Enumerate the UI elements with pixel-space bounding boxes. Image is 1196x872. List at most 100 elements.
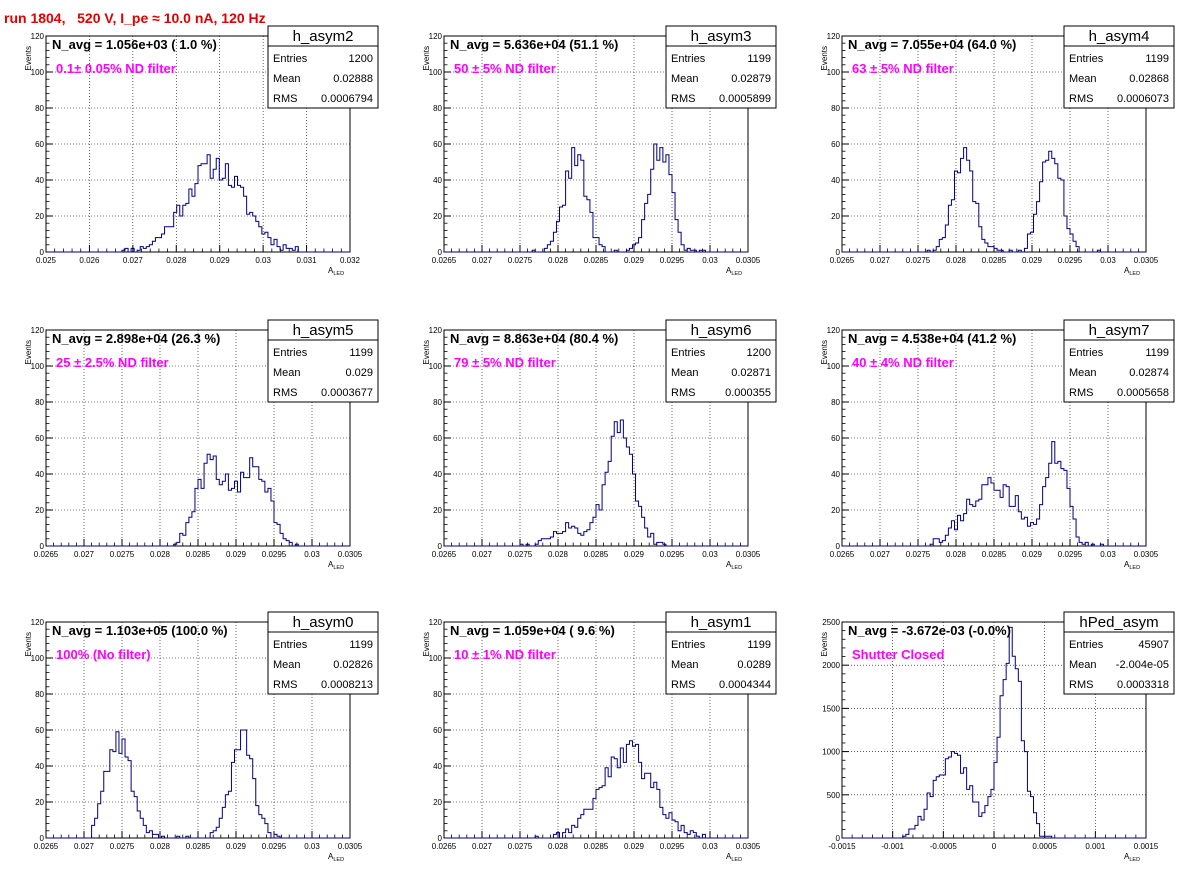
stats-box xyxy=(665,45,777,109)
stat-value-entries: 1200 xyxy=(747,347,771,359)
filter-annotation: 0.1± 0.05% ND filter xyxy=(56,61,176,76)
y-tick-label: 100 xyxy=(31,362,45,371)
x-tick-label: 0.0275 xyxy=(110,842,135,851)
stat-key-rms: RMS xyxy=(1069,387,1093,399)
x-tick-label: 0.0275 xyxy=(508,842,533,851)
x-tick-label: 0.0285 xyxy=(584,842,609,851)
x-axis-label: ALED xyxy=(1124,560,1140,571)
y-axis-label: Events xyxy=(820,46,829,70)
y-tick-label: 0 xyxy=(438,248,443,257)
x-tick-label: 0.029 xyxy=(624,550,645,559)
y-tick-label: 60 xyxy=(831,434,840,443)
x-tick-label: 0.0265 xyxy=(432,256,457,265)
histogram-panel-h_asym3: 0.0265 0.027 0.0275 0.028 0.0285 0.029 0.0295 0… xyxy=(422,25,777,277)
stat-value-mean: 0.02879 xyxy=(731,73,771,85)
y-tick-label: 120 xyxy=(429,326,443,335)
stat-value-mean: 0.0289 xyxy=(737,659,771,671)
histogram-name: h_asym5 xyxy=(293,322,354,339)
x-tick-label: 0.001 xyxy=(1085,842,1106,851)
x-axis-label-subscript: LED xyxy=(333,565,344,571)
x-tick-label: 0.029 xyxy=(226,550,247,559)
x-tick-label: 0.0275 xyxy=(906,550,931,559)
stats-box xyxy=(1063,45,1175,109)
filter-annotation: Shutter Closed xyxy=(852,647,945,662)
x-tick-label: 0.032 xyxy=(340,256,361,265)
y-tick-label: 60 xyxy=(35,434,44,443)
x-tick-label: 0.028 xyxy=(166,256,187,265)
x-axis-label: ALED xyxy=(726,266,742,277)
y-tick-label: 40 xyxy=(35,762,44,771)
stat-value-entries: 1199 xyxy=(1145,347,1169,359)
x-tick-label: 0.0285 xyxy=(584,550,609,559)
stat-value-mean: 0.02888 xyxy=(333,73,373,85)
x-tick-label: 0.0015 xyxy=(1134,842,1159,851)
filter-annotation: 10 ± 1% ND filter xyxy=(454,647,556,662)
y-tick-label: 20 xyxy=(433,212,442,221)
y-tick-label: 0 xyxy=(836,542,841,551)
stat-key-mean: Mean xyxy=(671,659,699,671)
y-tick-label: 100 xyxy=(429,654,443,663)
stat-key-entries: Entries xyxy=(1069,347,1104,359)
y-tick-label: 120 xyxy=(31,618,45,627)
y-axis-label: Events xyxy=(422,632,431,656)
histogram-name: hPed_asym xyxy=(1079,614,1158,631)
y-tick-label: 20 xyxy=(831,506,840,515)
y-tick-label: 40 xyxy=(35,470,44,479)
stat-value-mean: -2.004e-05 xyxy=(1116,659,1169,671)
stat-value-rms: 0.0005899 xyxy=(719,93,771,105)
x-axis-label-subscript: LED xyxy=(333,857,344,863)
stat-value-rms: 0.0003677 xyxy=(321,387,373,399)
stat-key-mean: Mean xyxy=(1069,659,1097,671)
n-avg-label: N_avg = 1.059e+04 ( 9.6 %) xyxy=(450,623,615,638)
y-tick-label: 120 xyxy=(827,32,841,41)
stat-value-entries: 1199 xyxy=(1145,53,1169,65)
y-tick-label: 0 xyxy=(836,834,841,843)
filter-annotation: 25 ± 2.5% ND filter xyxy=(56,355,169,370)
x-tick-label: 0.0265 xyxy=(34,842,59,851)
stats-box xyxy=(1063,631,1175,695)
stat-value-mean: 0.029 xyxy=(345,367,373,379)
histogram-name: h_asym0 xyxy=(293,614,354,631)
n-avg-label: N_avg = 4.538e+04 (41.2 %) xyxy=(848,331,1016,346)
y-tick-label: 120 xyxy=(429,32,443,41)
x-tick-label: 0.0305 xyxy=(736,550,761,559)
x-tick-label: 0.025 xyxy=(36,256,57,265)
stat-value-mean: 0.02826 xyxy=(333,659,373,671)
stat-key-mean: Mean xyxy=(1069,73,1097,85)
stat-key-entries: Entries xyxy=(273,347,308,359)
histogram-series xyxy=(46,453,350,547)
y-tick-label: 120 xyxy=(31,326,45,335)
x-tick-label: -0.0015 xyxy=(828,842,856,851)
x-tick-label: 0.027 xyxy=(123,256,144,265)
x-tick-label: 0.027 xyxy=(472,842,493,851)
stat-key-entries: Entries xyxy=(273,53,308,65)
x-tick-label: 0.0265 xyxy=(34,550,59,559)
y-tick-label: 20 xyxy=(433,798,442,807)
filter-annotation: 79 ± 5% ND filter xyxy=(454,355,556,370)
x-tick-label: 0.029 xyxy=(1022,550,1043,559)
histogram-name: h_asym4 xyxy=(1089,28,1150,45)
x-axis-label: ALED xyxy=(328,560,344,571)
x-tick-label: 0.03 xyxy=(702,256,718,265)
y-tick-label: 20 xyxy=(35,212,44,221)
y-tick-label: 80 xyxy=(35,104,44,113)
n-avg-label: N_avg = 1.103e+05 (100.0 %) xyxy=(52,623,228,638)
y-tick-label: 80 xyxy=(831,104,840,113)
stat-key-entries: Entries xyxy=(671,347,706,359)
n-avg-label: N_avg = 8.863e+04 (80.4 %) xyxy=(450,331,618,346)
y-tick-label: 20 xyxy=(831,212,840,221)
y-tick-label: 20 xyxy=(35,506,44,515)
x-tick-label: 0.0305 xyxy=(1134,256,1159,265)
stat-value-entries: 1199 xyxy=(349,347,373,359)
x-axis-label: ALED xyxy=(328,266,344,277)
x-tick-label: 0.0275 xyxy=(508,256,533,265)
x-axis-label-subscript: LED xyxy=(333,271,344,277)
x-tick-label: 0.0265 xyxy=(830,550,855,559)
x-tick-label: 0.0295 xyxy=(1058,550,1083,559)
y-axis-label: Events xyxy=(24,46,33,70)
y-tick-label: 80 xyxy=(831,398,840,407)
y-tick-label: 40 xyxy=(433,762,442,771)
stat-value-mean: 0.02874 xyxy=(1129,367,1169,379)
y-tick-label: 80 xyxy=(35,690,44,699)
histogram-panel-h_asym5: 0.0265 0.027 0.0275 0.028 0.0285 0.029 0.0295 0… xyxy=(24,319,379,571)
